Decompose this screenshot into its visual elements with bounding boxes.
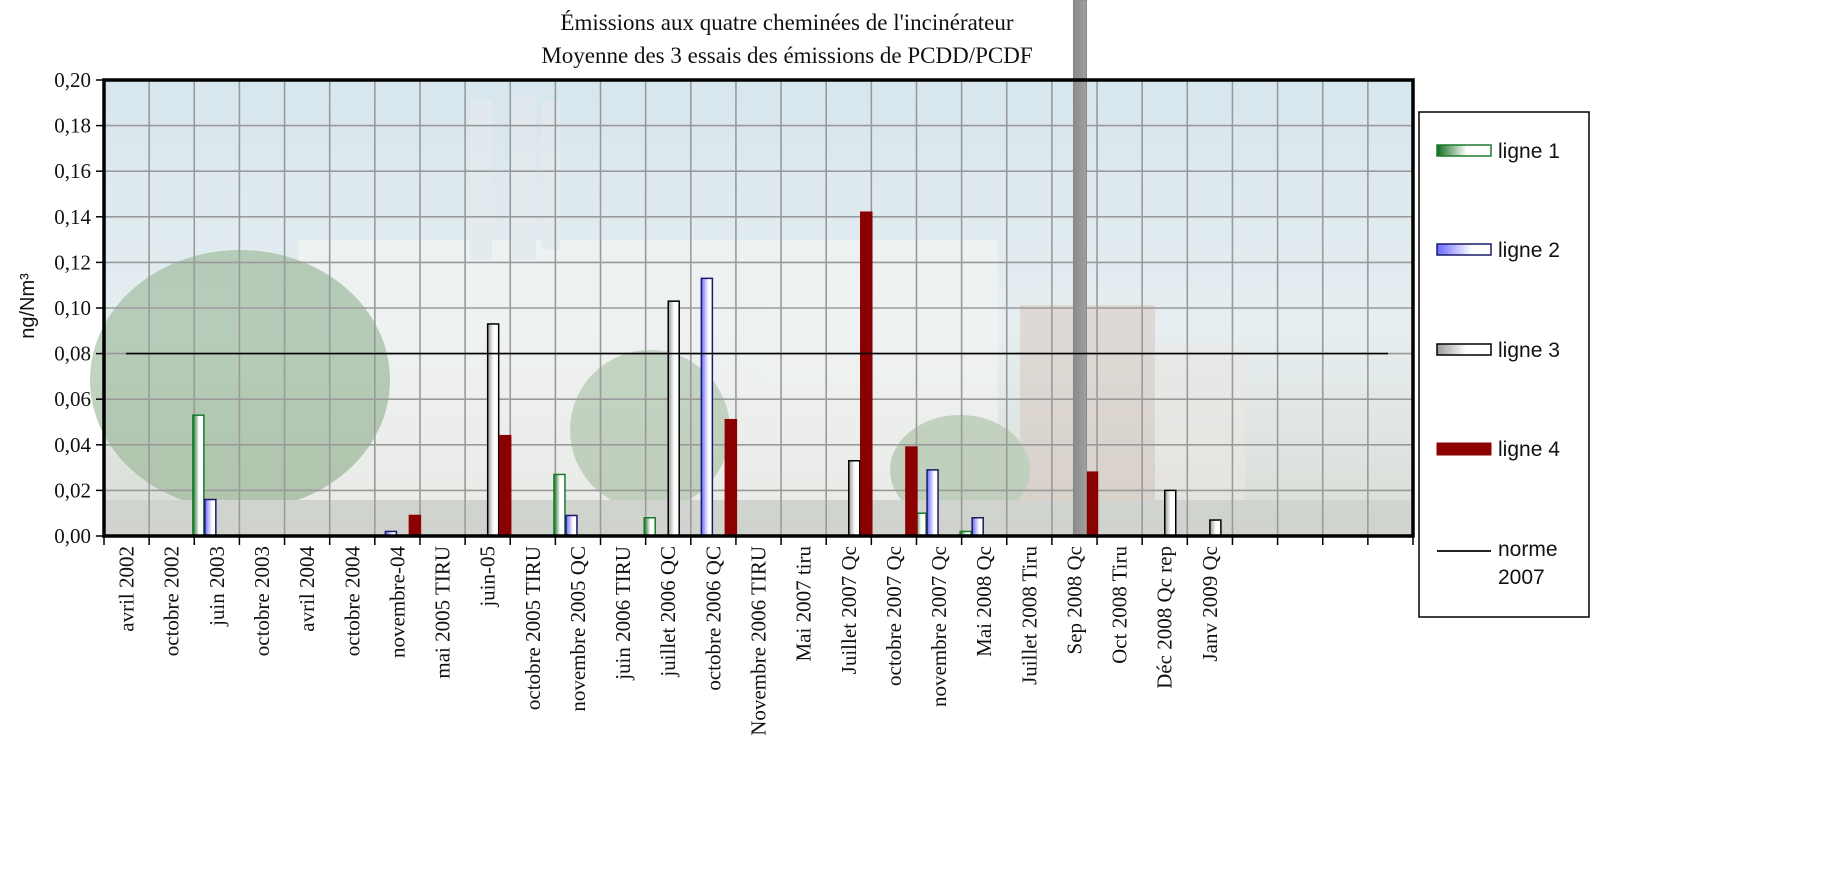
- x-tick-label: octobre 2006 QC: [701, 546, 725, 691]
- bar-ligne-3: [848, 460, 861, 536]
- legend-swatch-ligne-3: [1436, 343, 1492, 356]
- x-axis-ticks: avril 2002 octobre 2002 juin 2003 octobre 2…: [103, 536, 1414, 736]
- x-tick-label: novembre 2007 Qc: [927, 546, 951, 707]
- bar-ligne-1: [959, 530, 972, 536]
- y-tick-label: 0,04: [54, 433, 91, 457]
- legend-label-ligne-2: ligne 2: [1498, 239, 1560, 262]
- legend-label-ligne-1: ligne 1: [1498, 140, 1560, 163]
- y-tick-label: 0,08: [54, 342, 91, 366]
- x-tick-label: avril 2004: [295, 546, 319, 632]
- bar-ligne-1: [553, 473, 566, 536]
- y-tick-label: 0,06: [54, 387, 91, 411]
- legend-label-ligne-4: ligne 4: [1498, 438, 1560, 461]
- x-tick-label: novembre 2005 QC: [566, 546, 590, 712]
- bar-ligne-1: [643, 517, 656, 536]
- y-tick-label: 0,00: [54, 524, 91, 548]
- bar-ligne-1: [192, 414, 205, 536]
- x-tick-label: Mai 2007 tiru: [792, 546, 816, 662]
- legend-label-ligne-3: ligne 3: [1498, 339, 1560, 362]
- bar-ligne-3: [667, 300, 680, 536]
- legend-swatch-ligne-2: [1436, 243, 1492, 256]
- y-tick-label: 0,10: [54, 296, 91, 320]
- y-tick-label: 0,18: [54, 114, 91, 138]
- bar-ligne-2: [700, 277, 714, 536]
- x-tick-label: juin-05: [476, 546, 500, 608]
- legend-label-norme-2007: norme 2007: [1498, 538, 1563, 589]
- legend-box: [1418, 111, 1590, 618]
- bar-ligne-4: [408, 514, 422, 536]
- x-tick-label: juin 2003: [205, 546, 229, 627]
- gridlines: [104, 80, 1413, 536]
- bar-ligne-4: [1085, 471, 1099, 536]
- x-tick-label: Juillet 2008 Tiru: [1017, 546, 1041, 685]
- bar-marks: [192, 211, 1222, 536]
- y-tick-label: 0,20: [54, 68, 91, 92]
- bar-ligne-4: [905, 446, 918, 536]
- x-tick-label: Juillet 2007 Qc: [837, 546, 861, 674]
- x-tick-label: Janv 2009 Qc: [1198, 546, 1222, 661]
- x-tick-label: octobre 2002: [160, 546, 184, 656]
- x-tick-label: octobre 2003: [250, 546, 274, 656]
- y-tick-label: 0,02: [54, 478, 91, 502]
- bar-ligne-3: [1209, 519, 1222, 536]
- y-axis-ticks: 0,00 0,02 0,04 0,06 0,08 0,10 0,12 0,14 0,16 0,18…: [54, 68, 104, 548]
- bar-ligne-2: [384, 530, 398, 536]
- x-tick-label: octobre 2005 TIRU: [521, 546, 545, 710]
- chart-title: Émissions aux quatre cheminées de l'inci…: [560, 10, 1013, 35]
- y-axis-label: ng/Nm³: [17, 273, 39, 339]
- y-tick-label: 0,16: [54, 159, 91, 183]
- bar-ligne-4: [860, 211, 873, 536]
- plot-background: [90, 80, 1413, 536]
- x-tick-label: Mai 2008 Qc: [972, 546, 996, 657]
- x-tick-label: octobre 2007 Qc: [882, 546, 906, 686]
- legend-swatch-ligne-1: [1436, 144, 1492, 157]
- bar-ligne-2: [971, 517, 984, 536]
- bar-ligne-4: [724, 418, 738, 536]
- y-tick-label: 0,14: [54, 205, 91, 229]
- x-tick-label: Déc 2008 Qc rep: [1153, 546, 1177, 689]
- x-tick-label: Sep 2008 Qc: [1062, 546, 1086, 655]
- bar-ligne-3: [1163, 489, 1177, 536]
- y-tick-label: 0,12: [54, 250, 91, 274]
- x-tick-label: Novembre 2006 TIRU: [747, 546, 771, 736]
- x-tick-label: octobre 2004: [340, 546, 364, 657]
- x-tick-label: Oct 2008 Tiru: [1108, 546, 1132, 664]
- chart-subtitle: Moyenne des 3 essais des émissions de PC…: [541, 43, 1032, 68]
- bar-ligne-4: [498, 434, 512, 536]
- legend-swatch-ligne-4: [1436, 442, 1492, 456]
- bar-ligne-2: [565, 514, 578, 536]
- bar-ligne-3: [486, 323, 500, 536]
- legend: ligne 1 ligne 2 ligne 3 ligne 4 norme 20…: [1418, 111, 1590, 618]
- bar-ligne-2: [926, 469, 939, 536]
- x-tick-label: novembre-04: [385, 546, 409, 658]
- x-tick-label: juillet 2006 QC: [656, 546, 680, 678]
- x-tick-label: juin 2006 TIRU: [611, 546, 635, 681]
- x-tick-label: avril 2002: [115, 546, 139, 632]
- bar-ligne-2: [204, 498, 217, 536]
- x-tick-label: mai 2005 TIRU: [431, 546, 455, 679]
